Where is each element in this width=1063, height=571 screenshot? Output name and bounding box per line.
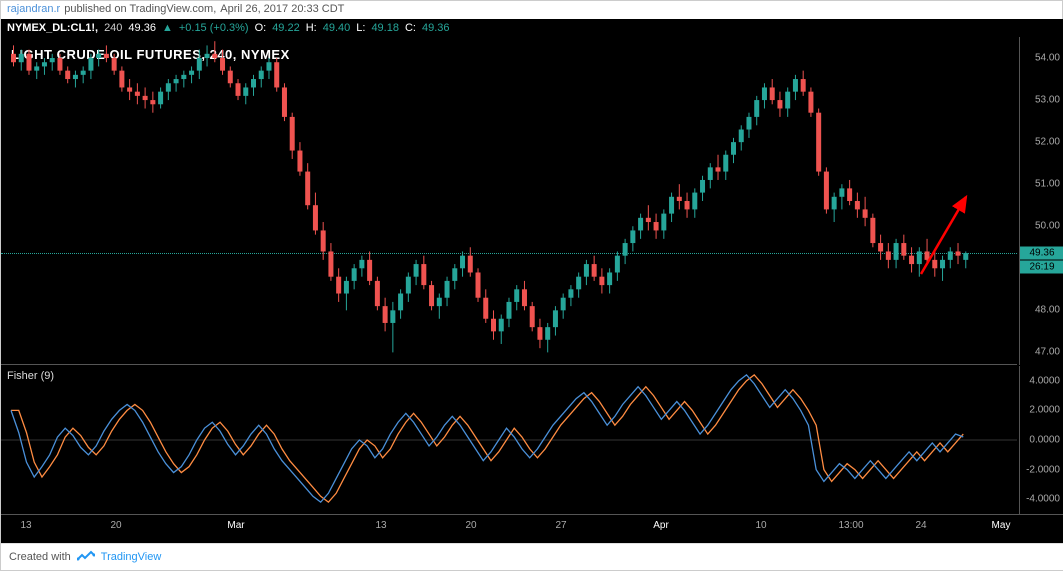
indicator-tick: 0.0000 [1029, 435, 1060, 446]
time-tick: Apr [653, 520, 669, 531]
time-tick: 20 [110, 520, 121, 531]
price-axis[interactable]: 54.0053.0052.0051.0050.0049.0048.0047.00… [1019, 37, 1063, 365]
indicator-axis[interactable]: 4.0000 2.0000 0.0000 -2.0000 -4.0000 [1019, 366, 1063, 514]
price-tick: 47.00 [1035, 347, 1060, 358]
last-price: 49.36 [128, 22, 156, 34]
h-val: 49.40 [323, 22, 351, 34]
price-tick: 48.00 [1035, 305, 1060, 316]
projection-arrow [1, 37, 1017, 365]
indicator-pane[interactable]: Fisher (9) [1, 366, 1017, 514]
o-val: 49.22 [272, 22, 300, 34]
publish-text: published on TradingView.com, [64, 3, 216, 17]
time-tick: 13:00 [838, 520, 863, 531]
fisher-series [1, 366, 1017, 514]
l-label: L: [356, 22, 365, 34]
price-tick: 53.00 [1035, 95, 1060, 106]
o-label: O: [255, 22, 267, 34]
indicator-tick: 2.0000 [1029, 405, 1060, 416]
c-label: C: [405, 22, 416, 34]
tradingview-logo-icon[interactable] [77, 550, 95, 565]
indicator-tick: 4.0000 [1029, 375, 1060, 386]
time-tick: 24 [915, 520, 926, 531]
indicator-tick: -2.0000 [1026, 464, 1060, 475]
time-tick: 13 [20, 520, 31, 531]
indicator-tick: -4.0000 [1026, 494, 1060, 505]
l-val: 49.18 [371, 22, 399, 34]
price-tick: 50.00 [1035, 221, 1060, 232]
footer-text: Created with [9, 551, 71, 563]
author-link[interactable]: rajandran.r [7, 3, 60, 17]
time-tick: May [992, 520, 1011, 531]
publish-header: rajandran.r published on TradingView.com… [1, 1, 1062, 19]
chart-area[interactable]: NYMEX_DL:CL1!, 240 49.36 ▲ +0.15 (+0.3%)… [1, 19, 1063, 545]
publish-time: April 26, 2017 20:33 CDT [220, 3, 344, 17]
countdown-flag: 26:19 [1020, 261, 1063, 274]
time-tick: 10 [755, 520, 766, 531]
ohlc-bar: NYMEX_DL:CL1!, 240 49.36 ▲ +0.15 (+0.3%)… [1, 19, 1063, 37]
time-tick: 13 [375, 520, 386, 531]
symbol: NYMEX_DL:CL1!, [7, 22, 98, 34]
time-tick: 27 [555, 520, 566, 531]
time-axis[interactable]: 13 20 Mar 13 20 27 Apr 10 13:00 24 May [1, 514, 1063, 544]
main-chart-pane[interactable]: LIGHT CRUDE OIL FUTURES, 240, NYMEX [1, 37, 1017, 365]
price-tick: 54.00 [1035, 53, 1060, 64]
h-label: H: [306, 22, 317, 34]
price-tick: 52.00 [1035, 137, 1060, 148]
current-price-flag: 49.36 [1020, 247, 1063, 260]
change: +0.15 (+0.3%) [179, 22, 249, 34]
time-tick: Mar [227, 520, 244, 531]
timeframe: 240 [104, 22, 122, 34]
price-tick: 51.00 [1035, 179, 1060, 190]
time-tick: 20 [465, 520, 476, 531]
tradingview-link[interactable]: TradingView [101, 551, 162, 563]
direction-icon: ▲ [162, 22, 173, 34]
c-val: 49.36 [422, 22, 450, 34]
footer: Created with TradingView [1, 543, 1063, 570]
